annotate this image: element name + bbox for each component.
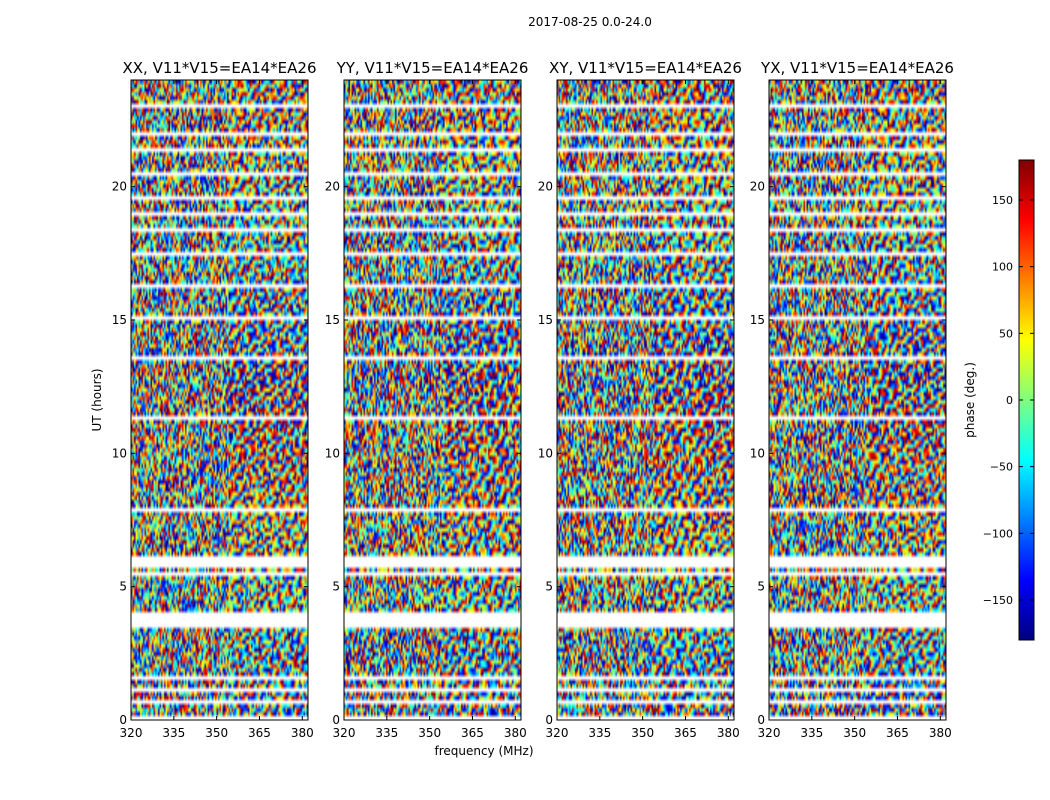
y-tick-label: 20 xyxy=(538,180,553,194)
panel-xx: XX, V11*V15=EA14*EA26 320 335 350 365 380 0 5 10… xyxy=(112,59,317,740)
panel-frame xyxy=(768,79,947,721)
x-tick-label: 350 xyxy=(205,726,228,740)
x-tick-label: 335 xyxy=(375,726,398,740)
y-axis-label: UT (hours) xyxy=(90,368,104,431)
y-tick-label: 10 xyxy=(538,446,553,460)
panel-title: XY, V11*V15=EA14*EA26 xyxy=(549,59,742,77)
x-tick-label: 365 xyxy=(886,726,909,740)
y-tick-label: 10 xyxy=(112,446,127,460)
x-tick-label: 365 xyxy=(248,726,271,740)
panel-title: YX, V11*V15=EA14*EA26 xyxy=(760,59,954,77)
panel-xy: XY, V11*V15=EA14*EA26 320 335 350 365 380 0 5 10… xyxy=(538,59,742,740)
y-tick-label: 15 xyxy=(538,313,553,327)
x-tick-label: 380 xyxy=(504,726,527,740)
x-tick-label: 320 xyxy=(333,726,356,740)
y-tick-label: 5 xyxy=(545,580,553,594)
y-tick-label: 20 xyxy=(325,180,340,194)
y-tick-label: 20 xyxy=(750,180,765,194)
panel-yy: YY, V11*V15=EA14*EA26 320 335 350 365 380 0 5 10… xyxy=(325,59,529,740)
x-tick-label: 350 xyxy=(843,726,866,740)
colorbar-tick-label: 50 xyxy=(999,327,1013,340)
panel-title: YY, V11*V15=EA14*EA26 xyxy=(336,59,529,77)
x-tick-label: 365 xyxy=(461,726,484,740)
x-axis-label: frequency (MHz) xyxy=(434,744,533,758)
y-tick-label: 5 xyxy=(119,580,127,594)
x-tick-label: 380 xyxy=(929,726,952,740)
colorbar-tick-label: −100 xyxy=(983,527,1013,540)
colorbar-tick-label: 150 xyxy=(992,194,1013,207)
y-tick-label: 10 xyxy=(325,446,340,460)
panel-yx: YX, V11*V15=EA14*EA26 320 335 350 365 380 0 5 10… xyxy=(750,59,954,740)
y-tick-label: 5 xyxy=(757,580,765,594)
x-tick-label: 320 xyxy=(120,726,143,740)
y-tick-label: 0 xyxy=(332,713,340,727)
x-tick-label: 380 xyxy=(717,726,740,740)
y-tick-label: 20 xyxy=(112,180,127,194)
heatmap-image xyxy=(131,80,308,720)
heatmap-image xyxy=(344,80,521,720)
panels-layer: XX, V11*V15=EA14*EA26 320 335 350 365 380 0 5 10… xyxy=(112,59,954,740)
panel-frame xyxy=(130,79,309,721)
panel-frame xyxy=(556,79,735,721)
x-tick-label: 350 xyxy=(631,726,654,740)
y-tick-label: 0 xyxy=(757,713,765,727)
heatmap-image xyxy=(557,80,734,720)
colorbar-label: phase (deg.) xyxy=(963,362,977,438)
x-tick-label: 320 xyxy=(758,726,781,740)
heatmap-image xyxy=(769,80,946,720)
x-tick-label: 320 xyxy=(546,726,569,740)
colorbar: 150 100 50 0 −50 −100 −150 xyxy=(983,159,1035,641)
x-tick-label: 365 xyxy=(674,726,697,740)
x-tick-label: 335 xyxy=(588,726,611,740)
y-tick-label: 15 xyxy=(325,313,340,327)
y-tick-label: 0 xyxy=(119,713,127,727)
y-tick-label: 10 xyxy=(750,446,765,460)
colorbar-tick-label: −50 xyxy=(990,461,1013,474)
x-tick-label: 335 xyxy=(800,726,823,740)
colorbar-tick-label: 100 xyxy=(992,261,1013,274)
x-tick-label: 335 xyxy=(162,726,185,740)
x-tick-label: 350 xyxy=(418,726,441,740)
y-tick-label: 15 xyxy=(750,313,765,327)
x-tick-label: 380 xyxy=(291,726,314,740)
panel-title: XX, V11*V15=EA14*EA26 xyxy=(122,59,316,77)
y-tick-label: 15 xyxy=(112,313,127,327)
colorbar-tick-label: −150 xyxy=(983,594,1013,607)
panel-frame xyxy=(343,79,522,721)
colorbar-tick-label: 0 xyxy=(1006,394,1013,407)
y-tick-label: 0 xyxy=(545,713,553,727)
y-tick-label: 5 xyxy=(332,580,340,594)
figure-suptitle: 2017-08-25 0.0-24.0 xyxy=(528,15,652,29)
